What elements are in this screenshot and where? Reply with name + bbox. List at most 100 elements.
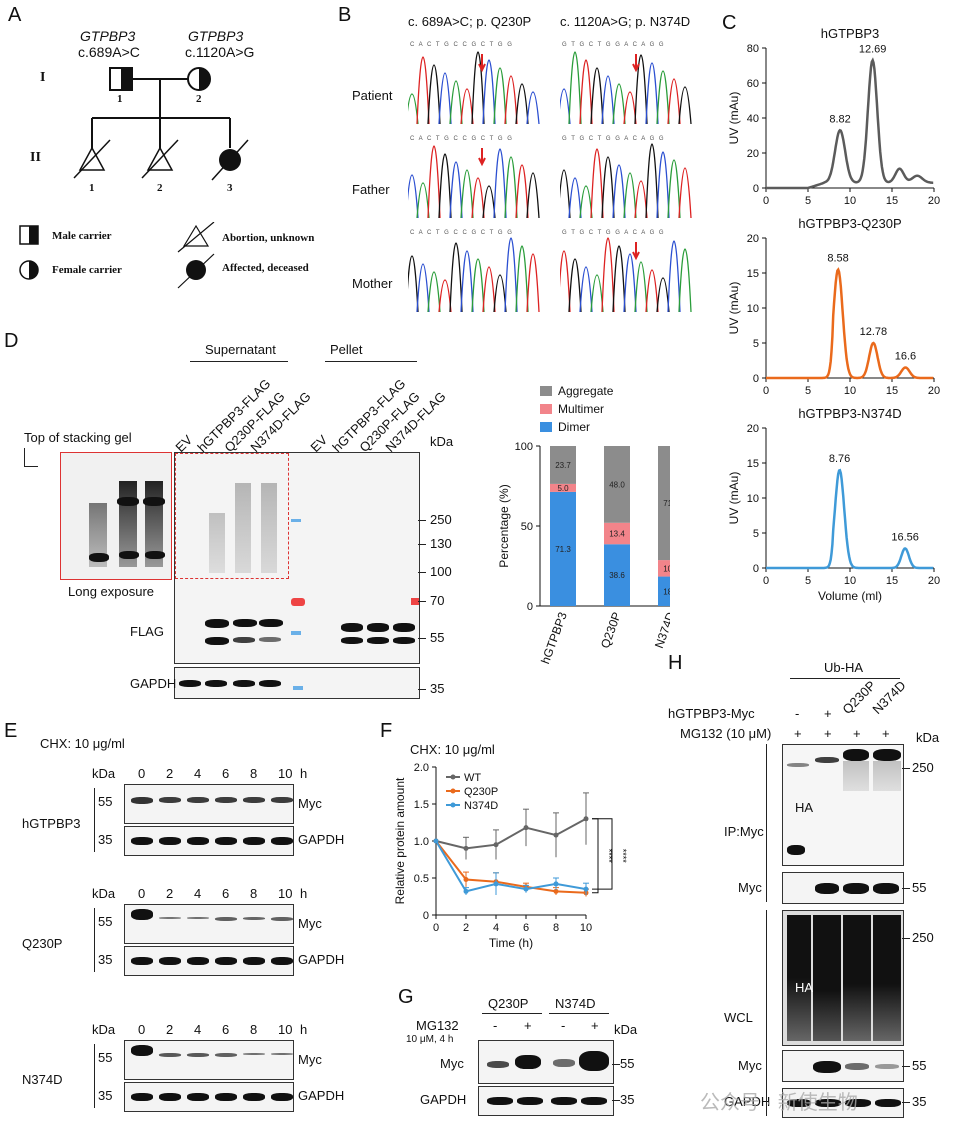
base-calls: G T G C T G G A C A G G: [562, 230, 665, 236]
h-sign: +: [824, 706, 832, 721]
gapdh-blot-d: [174, 667, 420, 699]
peak: [449, 80, 463, 125]
pedigree-legend-symbols: [19, 222, 215, 289]
pedigree: [73, 67, 249, 181]
peak-label: 16.56: [891, 531, 919, 543]
legend-marker: [450, 788, 456, 794]
e-time: 2: [166, 766, 174, 781]
h-m55-ip: 55: [912, 880, 927, 895]
h-gtpbp3-myc: hGTPBP3-Myc: [668, 706, 755, 721]
data-point: [493, 842, 499, 848]
y-tick-label: 0: [527, 601, 533, 613]
bar-data-label: 71.3: [555, 545, 571, 554]
y-tick-label: 15: [747, 268, 759, 280]
base-calls: C A C T G C C G C T G G: [410, 42, 513, 48]
x-tick-label: 10: [844, 195, 856, 207]
g-sign: +: [524, 1018, 532, 1033]
panel-label-a: A: [8, 4, 22, 26]
bar-segment: [550, 483, 576, 492]
peak: [612, 83, 626, 125]
generation-I: I: [40, 70, 46, 85]
marker-55: 55: [430, 630, 445, 645]
peak: [416, 56, 430, 125]
peak: [568, 51, 582, 125]
peak: [504, 156, 518, 219]
significance-bracket: [592, 818, 613, 890]
e-time: 8: [250, 886, 258, 901]
peak: [623, 253, 637, 313]
peak: [471, 51, 485, 125]
panel-label-d: D: [4, 330, 19, 352]
h-sign: +: [882, 726, 890, 741]
e-time: 0: [138, 886, 146, 901]
e-m55: 55: [98, 794, 113, 809]
legend-label: Aggregate: [558, 384, 614, 398]
g-dose: 10 μM, 4 h: [406, 1034, 454, 1045]
variant-label-2: c.1120A>G: [185, 44, 255, 60]
peak: [634, 54, 648, 125]
g-q230p: Q230P: [488, 996, 529, 1011]
peak: [427, 271, 441, 313]
sec-trace: [766, 468, 934, 570]
data-point: [553, 881, 559, 887]
e-time: 4: [194, 886, 202, 901]
bar-segment: [550, 491, 576, 606]
x-tick-label: 8: [553, 922, 559, 934]
flag-blot: [174, 452, 420, 664]
peak: [416, 182, 430, 219]
e-group-label: N374D: [22, 1072, 63, 1087]
h-m55-wcl: 55: [912, 1058, 927, 1073]
peak: [471, 258, 485, 313]
kda-label: kDa: [430, 434, 454, 449]
e-group-label: hGTPBP3: [22, 816, 81, 831]
data-point: [463, 876, 469, 882]
peak: [438, 72, 452, 125]
h-wcl-ha-blot: [782, 910, 904, 1046]
bar-data-label: 23.7: [555, 461, 571, 470]
watermark: 公众号 · 新使生物: [700, 1092, 858, 1114]
e-h: h: [300, 1022, 308, 1037]
h-ip-ha-blot: [782, 744, 904, 866]
chromatogram-title-1: c. 689A>C; p. Q230P: [408, 14, 532, 29]
peak: [560, 169, 571, 219]
e-myc-blot: [124, 904, 294, 944]
e-myc: Myc: [298, 796, 322, 811]
x-tick-label: 0: [763, 195, 769, 207]
peak: [656, 151, 670, 219]
base-calls: C A C T G C C G C T G G: [410, 230, 513, 236]
panel-label-g: G: [398, 986, 414, 1008]
peak: [560, 250, 571, 313]
h-m250-ip: 250: [912, 760, 934, 775]
legend-label: Multimer: [558, 402, 604, 416]
mutation-arrow: [478, 148, 486, 167]
peak: [526, 91, 540, 125]
gene-label-1: GTPBP3: [80, 28, 136, 44]
chromatogram-trace: G T G C T G G A C A G G: [560, 42, 692, 125]
peak: [579, 266, 593, 313]
x-tick-label: 5: [805, 575, 811, 587]
mutation-arrow: [632, 54, 640, 73]
y-tick-label: 0: [423, 910, 429, 922]
gapdh-label-d: GAPDH: [130, 676, 177, 691]
peak: [678, 86, 692, 125]
y-tick-label: 2.0: [414, 762, 429, 774]
data-point: [583, 816, 589, 822]
stacking-gel-label: Top of stacking gel: [24, 430, 132, 445]
row-label-mother: Mother: [352, 276, 393, 291]
individual-label: 2: [196, 93, 202, 105]
e-m35: 35: [98, 1088, 113, 1103]
y-axis-label: UV (mAu): [727, 472, 741, 525]
g-kda: kDa: [614, 1022, 638, 1037]
g-n374d: N374D: [555, 996, 596, 1011]
h-sign: +: [794, 726, 802, 741]
x-tick-label: 10: [844, 575, 856, 587]
marker-250: 250: [430, 512, 452, 527]
y-tick-label: 20: [747, 423, 759, 435]
peak: [482, 185, 496, 219]
y-tick-label: 100: [515, 441, 533, 453]
legend-label: N374D: [464, 800, 498, 812]
e-time: 4: [194, 766, 202, 781]
category-label: Q230P: [598, 610, 624, 650]
peak: [645, 143, 659, 219]
chromatogram-title-2: c. 1120A>G; p. N374D: [560, 14, 691, 29]
